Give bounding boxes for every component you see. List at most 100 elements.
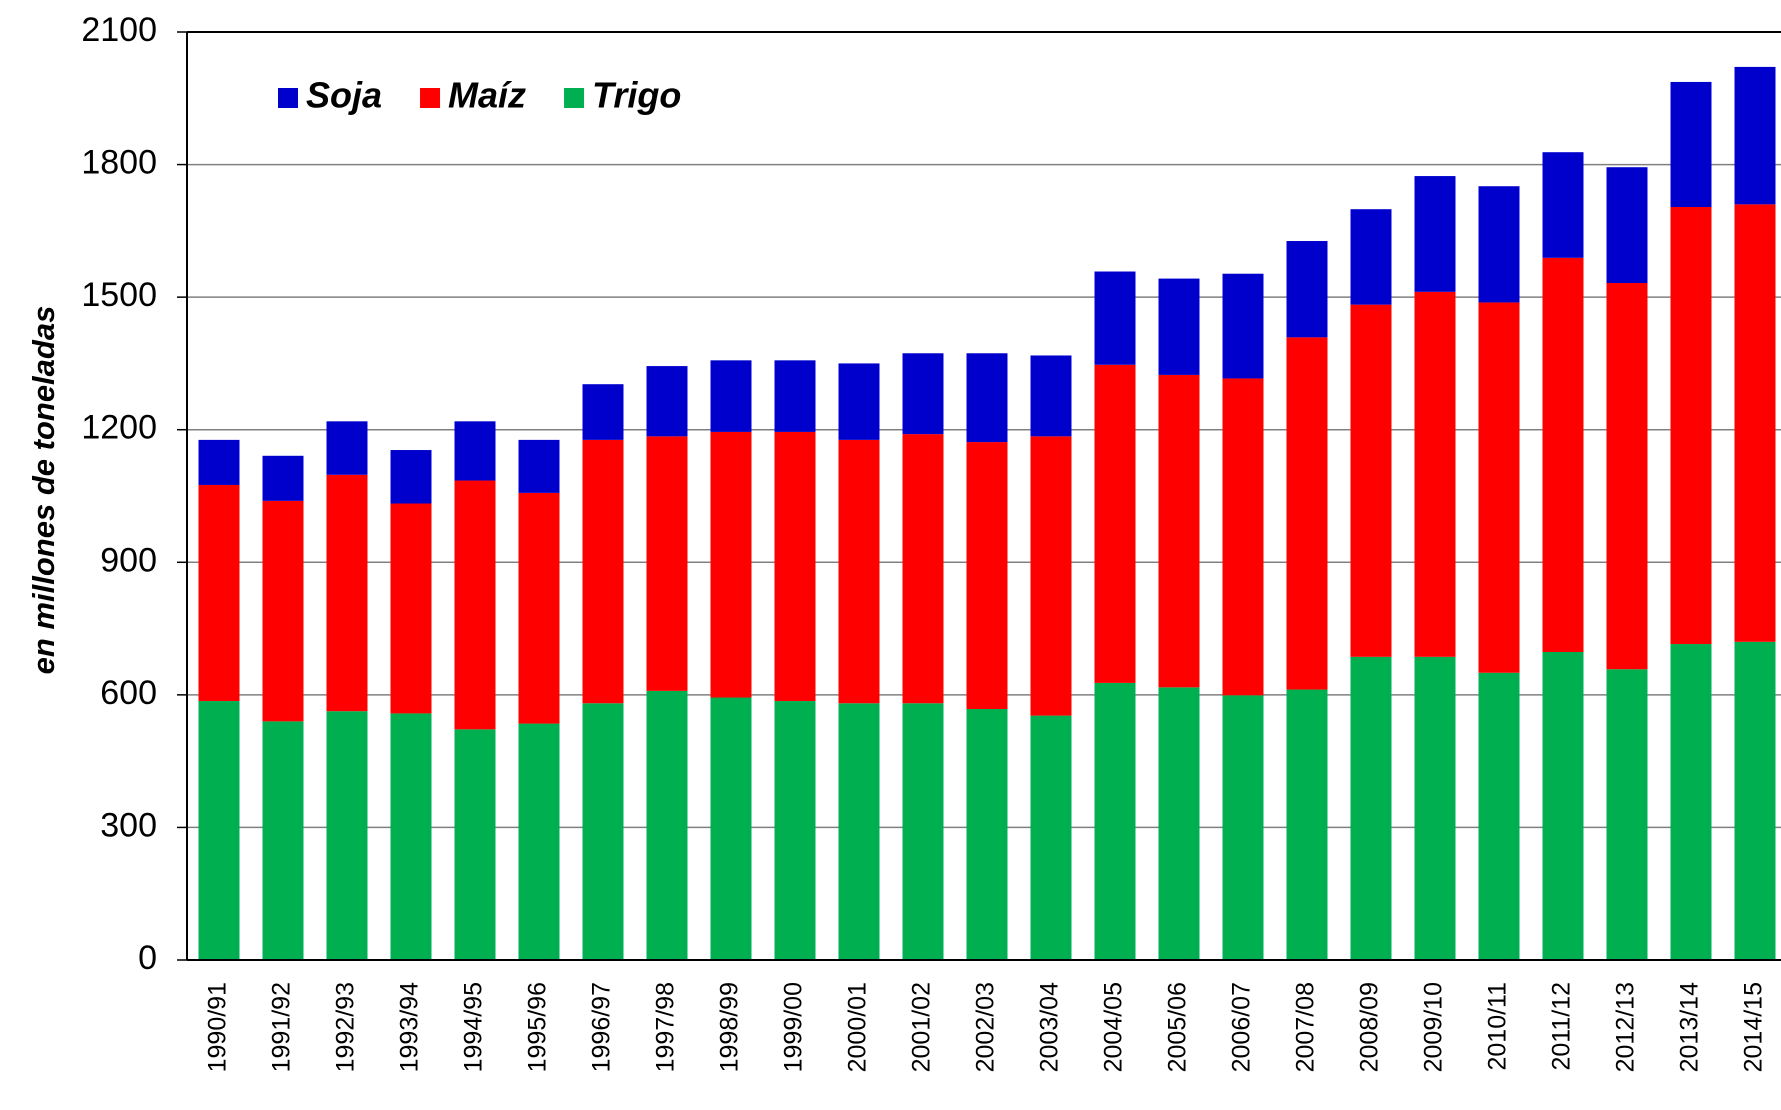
bar-segment (1094, 682, 1136, 960)
bar-segment (646, 366, 688, 437)
bar-segment (710, 431, 752, 698)
bar-segment (966, 708, 1008, 960)
bar-segment (1606, 669, 1648, 960)
bar-segment (1286, 337, 1328, 690)
bar-segment (390, 713, 432, 960)
x-tick-label: 2006/07 (1228, 982, 1256, 1072)
bar-segment (1542, 152, 1584, 258)
bar-segment (838, 439, 880, 704)
legend-label: Maíz (448, 75, 526, 116)
bar-segment (1158, 278, 1200, 375)
x-tick-label: 1994/95 (460, 982, 488, 1072)
y-tick-label: 0 (138, 939, 157, 977)
bar-segment (1478, 302, 1520, 673)
bar-segment (1286, 689, 1328, 960)
bar-segment (326, 711, 368, 960)
x-tick-label: 1998/99 (716, 982, 744, 1072)
y-tick-label: 600 (100, 674, 157, 712)
bar-segment (198, 701, 240, 960)
bar-segment (262, 721, 304, 960)
bar-segment (1158, 687, 1200, 960)
x-tick-label: 1996/97 (588, 982, 616, 1072)
legend-swatch (564, 88, 585, 108)
bar-segment (646, 436, 688, 691)
bar-segment (262, 500, 304, 722)
bar-segment (774, 431, 816, 702)
x-tick-label: 2009/10 (1420, 982, 1448, 1072)
bar-segment (1670, 206, 1712, 645)
x-tick-label: 2008/09 (1356, 982, 1384, 1072)
bar-segment (1350, 656, 1392, 960)
bar-segment (774, 701, 816, 960)
bar-segment (1670, 644, 1712, 960)
bar-segment (1478, 186, 1520, 303)
bar-segment (198, 439, 240, 485)
bar-segment (1606, 167, 1648, 284)
bar-segment (838, 703, 880, 960)
y-tick-label: 1200 (81, 409, 157, 447)
y-axis-title: en millones de toneladas (26, 306, 61, 675)
bar-segment (1734, 66, 1776, 205)
bar-segment (774, 360, 816, 432)
bar-segment (646, 690, 688, 960)
x-tick-label: 2000/01 (844, 982, 872, 1072)
bar-segment (454, 729, 496, 960)
y-tick-label: 1800 (81, 144, 157, 182)
bar-segment (1670, 81, 1712, 207)
x-tick-label: 2004/05 (1100, 982, 1128, 1072)
bar-segment (966, 353, 1008, 443)
bar-segment (966, 442, 1008, 709)
bar-segment (710, 697, 752, 960)
bar-segment (1414, 291, 1456, 657)
bar-segment (1030, 715, 1072, 960)
bar-segment (902, 353, 944, 435)
x-tick-label: 1991/92 (268, 982, 296, 1072)
legend-swatch (420, 88, 441, 108)
bar-segment (710, 360, 752, 432)
bar-segment (1414, 656, 1456, 960)
bar-segment (902, 703, 944, 960)
x-tick-label: 1995/96 (524, 982, 552, 1072)
bar-segment (1158, 374, 1200, 688)
bar-segment (198, 484, 240, 702)
x-tick-label: 2003/04 (1036, 982, 1064, 1072)
bar-segment (1350, 304, 1392, 657)
x-tick-label: 2005/06 (1164, 982, 1192, 1072)
bar-segment (390, 503, 432, 714)
bar-segment (902, 434, 944, 704)
x-tick-label: 2014/15 (1740, 982, 1768, 1072)
x-tick-label: 1992/93 (332, 982, 360, 1072)
x-tick-label: 1990/91 (204, 982, 232, 1072)
bar-segment (1094, 364, 1136, 683)
bar-segment (582, 384, 624, 440)
bar-segment (1542, 651, 1584, 960)
bar-segment (1094, 271, 1136, 365)
x-tick-label: 2012/13 (1612, 982, 1640, 1072)
bar-segment (582, 439, 624, 704)
x-tick-label: 2011/12 (1548, 982, 1576, 1071)
x-tick-label: 1997/98 (652, 982, 680, 1072)
x-tick-label: 1999/00 (780, 982, 808, 1072)
bar-segment (390, 450, 432, 504)
bar-segment (1350, 209, 1392, 305)
bar-segment (1734, 641, 1776, 960)
bar-segment (326, 421, 368, 475)
bar-segment (582, 703, 624, 960)
bar-segment (838, 363, 880, 440)
x-tick-label: 2010/11 (1484, 982, 1512, 1071)
bar-segment (518, 492, 560, 724)
bar-segment (454, 421, 496, 481)
bar-segment (1606, 283, 1648, 670)
x-tick-label: 2002/03 (972, 982, 1000, 1072)
legend-label: Soja (306, 75, 382, 116)
bar-segment (262, 455, 304, 501)
bar-segment (1734, 204, 1776, 642)
y-tick-label: 1500 (81, 276, 157, 314)
y-tick-label: 300 (100, 806, 157, 844)
bar-segment (1222, 695, 1264, 960)
bar-segment (326, 474, 368, 712)
bar-segment (518, 723, 560, 960)
legend-label: Trigo (592, 75, 681, 116)
